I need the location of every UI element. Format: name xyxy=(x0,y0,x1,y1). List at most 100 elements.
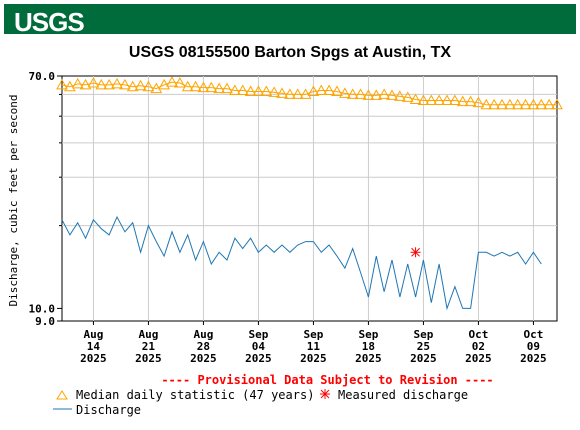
legend-label-measured: Measured discharge xyxy=(338,388,468,402)
x-tick-label: 2025 xyxy=(190,352,217,365)
x-tick-label: 2025 xyxy=(355,352,382,365)
median-triangle-marker xyxy=(496,98,508,110)
median-triangle-marker xyxy=(64,80,76,92)
median-triangle-marker xyxy=(284,88,296,99)
legend-label-median: Median daily statistic (47 years) xyxy=(76,388,314,402)
median-triangle-marker xyxy=(126,80,139,92)
x-tick-label: Sep xyxy=(358,328,378,341)
median-triangle-marker xyxy=(158,78,170,90)
x-tick-label: 21 xyxy=(142,340,156,353)
y-tick-label: 10.0 xyxy=(29,302,56,315)
x-tick-label: 18 xyxy=(362,340,375,353)
median-triangle-marker xyxy=(221,82,233,94)
median-triangle-marker xyxy=(189,80,202,92)
median-triangle-marker xyxy=(551,98,563,110)
y-tick-label: 9.0 xyxy=(35,315,55,328)
median-triangle-marker xyxy=(331,85,343,96)
median-triangle-marker xyxy=(166,76,178,87)
median-triangle-marker xyxy=(386,89,398,100)
x-tick-label: 2025 xyxy=(80,352,107,365)
x-tick-label: Aug xyxy=(83,328,103,341)
median-triangle-marker xyxy=(197,81,210,93)
median-triangle-marker xyxy=(480,98,493,110)
median-triangle-marker xyxy=(142,80,155,92)
median-triangle-marker xyxy=(307,85,320,96)
median-triangle-marker xyxy=(268,86,280,97)
usgs-logo: USGS xyxy=(14,7,85,37)
median-triangle-marker xyxy=(119,78,131,90)
median-triangle-marker xyxy=(456,95,469,107)
x-tick-label: 2025 xyxy=(135,352,162,365)
median-triangle-marker xyxy=(244,85,257,96)
x-tick-label: 25 xyxy=(417,340,430,353)
median-triangle-marker xyxy=(299,88,312,99)
median-triangle-marker xyxy=(543,98,555,110)
x-tick-label: 11 xyxy=(307,340,321,353)
legend-label-discharge: Discharge xyxy=(76,403,141,417)
x-tick-label: Aug xyxy=(138,328,158,341)
median-triangle-marker xyxy=(346,88,359,99)
x-tick-label: 14 xyxy=(87,340,101,353)
median-triangle-marker xyxy=(409,93,422,104)
x-tick-label: 02 xyxy=(472,340,485,353)
median-triangle-marker xyxy=(276,87,288,98)
median-triangle-marker xyxy=(511,98,524,110)
y-axis-label: Discharge, cubic feet per second xyxy=(7,95,20,307)
median-triangle-marker xyxy=(527,98,540,110)
median-triangle-marker xyxy=(87,76,100,88)
median-triangle-marker xyxy=(174,76,186,88)
median-triangle-marker xyxy=(323,84,335,95)
median-triangle-marker xyxy=(362,89,375,100)
legend-asterisk-icon xyxy=(320,389,330,399)
y-tick-label: 70.0 xyxy=(29,70,56,83)
x-tick-label: Sep xyxy=(413,328,433,341)
x-tick-label: 2025 xyxy=(520,352,547,365)
median-triangle-marker xyxy=(205,81,218,93)
x-tick-label: Sep xyxy=(303,328,323,341)
x-tick-label: 2025 xyxy=(300,352,327,365)
chart-title: USGS 08155500 Barton Spgs at Austin, TX xyxy=(128,44,452,61)
median-triangle-marker xyxy=(56,78,68,90)
x-tick-label: 04 xyxy=(252,340,266,353)
discharge-series-line xyxy=(61,215,542,311)
x-tick-label: 2025 xyxy=(245,352,272,365)
measured-discharge-marker xyxy=(410,247,421,258)
median-triangle-marker xyxy=(354,88,367,99)
x-tick-label: Aug xyxy=(193,328,213,341)
median-triangle-marker xyxy=(488,98,500,110)
plot-area xyxy=(61,75,558,322)
median-triangle-marker xyxy=(252,85,265,96)
x-tick-label: 09 xyxy=(527,340,540,353)
usgs-header-bar: USGS xyxy=(4,4,576,37)
median-triangle-marker xyxy=(449,94,461,106)
x-tick-label: 2025 xyxy=(465,352,492,365)
median-triangle-marker xyxy=(79,78,92,90)
median-triangle-marker xyxy=(260,85,273,96)
median-triangle-marker xyxy=(472,96,485,108)
median-triangle-marker xyxy=(339,87,351,98)
median-triangle-marker xyxy=(464,95,477,107)
usgs-header: USGS xyxy=(0,0,580,37)
x-tick-label: Oct xyxy=(468,328,488,341)
median-triangle-marker xyxy=(378,88,390,99)
median-triangle-marker xyxy=(394,90,406,101)
median-triangle-marker xyxy=(504,98,516,110)
median-triangle-marker xyxy=(535,98,548,110)
median-triangle-marker xyxy=(315,84,328,95)
x-tick-label: Sep xyxy=(248,328,268,341)
provisional-note: ---- Provisional Data Subject to Revisio… xyxy=(161,373,493,387)
x-tick-label: 2025 xyxy=(410,352,437,365)
median-triangle-marker xyxy=(181,80,194,92)
median-triangle-marker xyxy=(236,84,249,95)
median-triangle-marker xyxy=(103,78,115,90)
median-triangle-marker xyxy=(111,77,123,89)
median-triangle-marker xyxy=(134,79,147,91)
median-triangle-marker xyxy=(213,82,225,94)
median-triangle-marker xyxy=(401,91,414,102)
median-triangle-marker xyxy=(425,94,438,106)
x-tick-label: Oct xyxy=(523,328,543,341)
legend-triangle-icon xyxy=(56,390,68,400)
x-tick-label: 28 xyxy=(197,340,210,353)
median-triangle-marker xyxy=(229,84,241,95)
